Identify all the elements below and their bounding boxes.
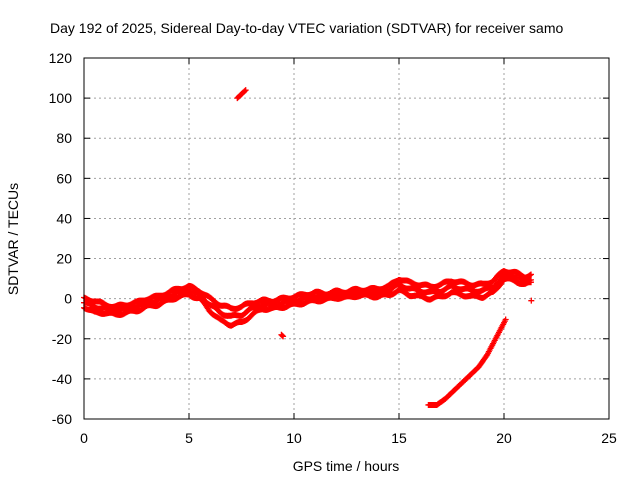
data-point-rising-arc — [502, 316, 509, 323]
x-axis-label: GPS time / hours — [293, 458, 400, 474]
x-tick-label: 15 — [391, 430, 407, 446]
data-point-main-trace — [527, 272, 534, 279]
y-tick-label: 120 — [49, 50, 73, 66]
x-tick-label: 0 — [80, 430, 88, 446]
grid-lines — [84, 58, 609, 419]
y-tick-label: -20 — [52, 331, 72, 347]
y-tick-label: 60 — [56, 170, 72, 186]
y-tick-label: 0 — [64, 291, 72, 307]
data-point-outlier-low — [279, 332, 286, 339]
x-tick-label: 25 — [601, 430, 617, 446]
y-tick-label: 40 — [56, 210, 72, 226]
y-axis-label: SDTVAR / TECUs — [5, 183, 21, 295]
data-point-outlier-high — [242, 87, 249, 94]
data-point-main-trace — [527, 276, 534, 283]
data-point-outlier-end — [528, 297, 535, 304]
y-tick-label: -40 — [52, 371, 72, 387]
x-tick-label: 5 — [185, 430, 193, 446]
y-tick-label: 100 — [49, 90, 73, 106]
y-tick-label: 80 — [56, 130, 72, 146]
axis-ticks: -60 -40 -20 0 20 40 60 80 100 120 0 5 10 15 20 25 — [49, 50, 617, 446]
data-point-outlier-high — [241, 87, 248, 94]
data-point-outlier-low — [280, 333, 287, 340]
x-tick-label: 10 — [286, 430, 302, 446]
data-point-main-trace — [527, 271, 534, 278]
data-points — [81, 87, 535, 408]
plot-frame — [83, 57, 610, 420]
chart-title: Day 192 of 2025, Sidereal Day-to-day VTE… — [50, 20, 563, 36]
y-tick-label: 20 — [56, 251, 72, 267]
y-tick-label: -60 — [52, 411, 72, 427]
x-tick-label: 20 — [496, 430, 512, 446]
